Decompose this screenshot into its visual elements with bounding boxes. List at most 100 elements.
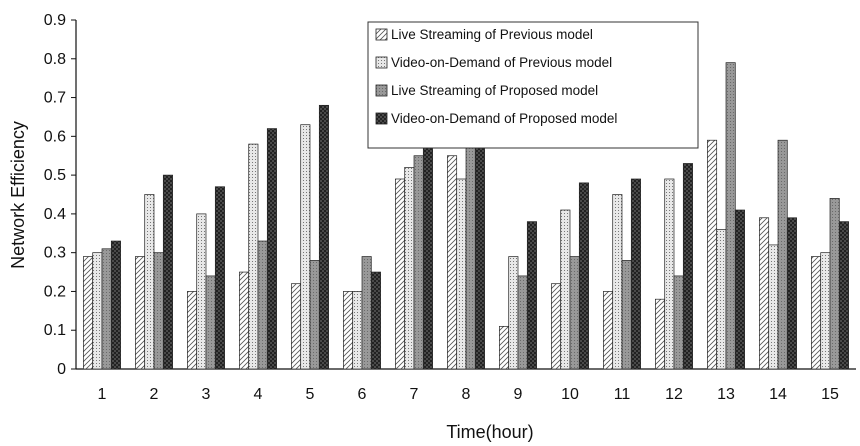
bar-series-4-cat-13 [734,209,745,370]
x-tick-label: 12 [665,386,683,403]
x-tick-label: 5 [306,386,315,403]
bar-series-2-cat-8 [456,178,467,370]
legend-label-4: Video-on-Demand of Proposed model [391,111,617,126]
bar-series-2-cat-15 [820,252,831,370]
x-tick-label: 10 [561,386,579,403]
bar-series-1-cat-4 [239,271,250,370]
bar-series-1-cat-5 [291,283,302,370]
legend-swatch-1 [375,28,388,41]
y-tick-label: 0.9 [44,12,66,29]
bar-series-3-cat-15 [829,198,840,370]
bar-series-2-cat-3 [196,213,207,370]
legend-swatch-4 [375,112,388,125]
bar-series-3-cat-4 [257,240,268,370]
bar-series-1-cat-8 [447,155,458,370]
legend-swatch-2 [375,56,388,69]
x-tick-label: 15 [821,386,839,403]
bar-series-3-cat-1 [101,248,112,370]
bar-series-3-cat-3 [205,275,216,370]
bar-series-1-cat-1 [83,256,94,370]
bars-group [83,62,849,370]
y-tick-label: 0.5 [44,167,66,184]
x-tick-label: 13 [717,386,735,403]
bar-series-4-cat-12 [682,163,693,370]
bar-series-2-cat-6 [352,291,363,370]
bar-series-4-cat-9 [526,221,537,370]
bar-series-1-cat-12 [655,298,666,370]
bar-series-2-cat-13 [716,229,727,370]
bar-series-2-cat-12 [664,178,675,370]
bar-series-3-cat-7 [413,155,424,370]
bar-series-1-cat-2 [135,256,146,370]
bar-series-1-cat-14 [759,217,770,370]
bar-series-3-cat-9 [517,275,528,370]
legend-label-2: Video-on-Demand of Previous model [391,55,612,70]
bar-series-1-cat-10 [551,283,562,370]
bar-series-1-cat-13 [707,139,718,370]
x-tick-label: 1 [98,386,107,403]
bar-series-3-cat-5 [309,260,320,370]
y-tick-label: 0.8 [44,51,66,68]
x-tick-label: 14 [769,386,787,403]
bar-series-1-cat-11 [603,291,614,370]
y-tick-label: 0.4 [44,206,66,223]
x-tick-label: 8 [462,386,471,403]
bar-series-2-cat-2 [144,194,155,370]
bar-series-1-cat-7 [395,178,406,370]
bar-series-2-cat-7 [404,167,415,370]
bar-series-1-cat-3 [187,291,198,370]
bar-series-3-cat-13 [725,62,736,370]
legend-label-1: Live Streaming of Previous model [391,27,593,42]
bar-series-4-cat-2 [162,174,173,370]
bar-series-4-cat-8 [474,147,485,370]
x-tick-label: 9 [514,386,523,403]
bar-series-3-cat-8 [465,139,476,370]
legend-label-3: Live Streaming of Proposed model [391,83,598,98]
bar-series-4-cat-7 [422,143,433,370]
bar-series-4-cat-15 [838,221,849,370]
x-tick-label: 3 [202,386,211,403]
bar-series-2-cat-11 [612,194,623,370]
y-tick-label: 0.7 [44,90,66,107]
legend-swatch-3 [375,84,388,97]
bar-series-2-cat-5 [300,124,311,370]
x-axis: 1 2 3 4 5 6 7 8 9 10 11 12 13 14 15 [76,368,856,403]
legend-box [367,21,699,149]
bar-series-2-cat-9 [508,256,519,370]
bar-series-1-cat-6 [343,291,354,370]
bar-series-3-cat-2 [153,252,164,370]
bar-series-3-cat-14 [777,139,788,370]
y-axis-title: Network Efficiency [8,121,28,269]
y-tick-label: 0.6 [44,128,66,145]
legend: Live Streaming of Previous model Video-on… [367,21,699,149]
x-tick-label: 11 [614,386,631,403]
bar-series-4-cat-14 [786,217,797,370]
y-tick-label: 0.2 [44,283,66,300]
bar-series-3-cat-6 [361,256,372,370]
x-tick-label: 7 [410,386,419,403]
y-tick-label: 0.3 [44,245,66,262]
y-tick-label: 0.1 [44,322,66,339]
y-axis: 0 0.1 0.2 0.3 0.4 0.5 0.6 0.7 0.8 0.9 [44,12,77,378]
y-tick-label: 0 [57,361,66,378]
bar-series-3-cat-11 [621,260,632,370]
bar-series-4-cat-10 [578,182,589,370]
bar-series-4-cat-6 [370,271,381,370]
bar-series-4-cat-5 [318,104,329,370]
x-axis-title: Time(hour) [446,422,533,442]
bar-series-2-cat-1 [92,252,103,370]
bar-series-2-cat-10 [560,209,571,370]
x-tick-label: 2 [150,386,159,403]
x-tick-label: 6 [358,386,367,403]
bar-series-4-cat-3 [214,186,225,370]
bar-series-4-cat-11 [630,178,641,370]
bar-series-2-cat-4 [248,143,259,370]
bar-series-3-cat-12 [673,275,684,370]
bar-series-2-cat-14 [768,244,779,370]
bar-series-1-cat-9 [499,325,510,370]
bar-series-4-cat-4 [266,128,277,370]
bar-series-4-cat-1 [110,240,121,370]
bar-series-1-cat-15 [811,256,822,370]
